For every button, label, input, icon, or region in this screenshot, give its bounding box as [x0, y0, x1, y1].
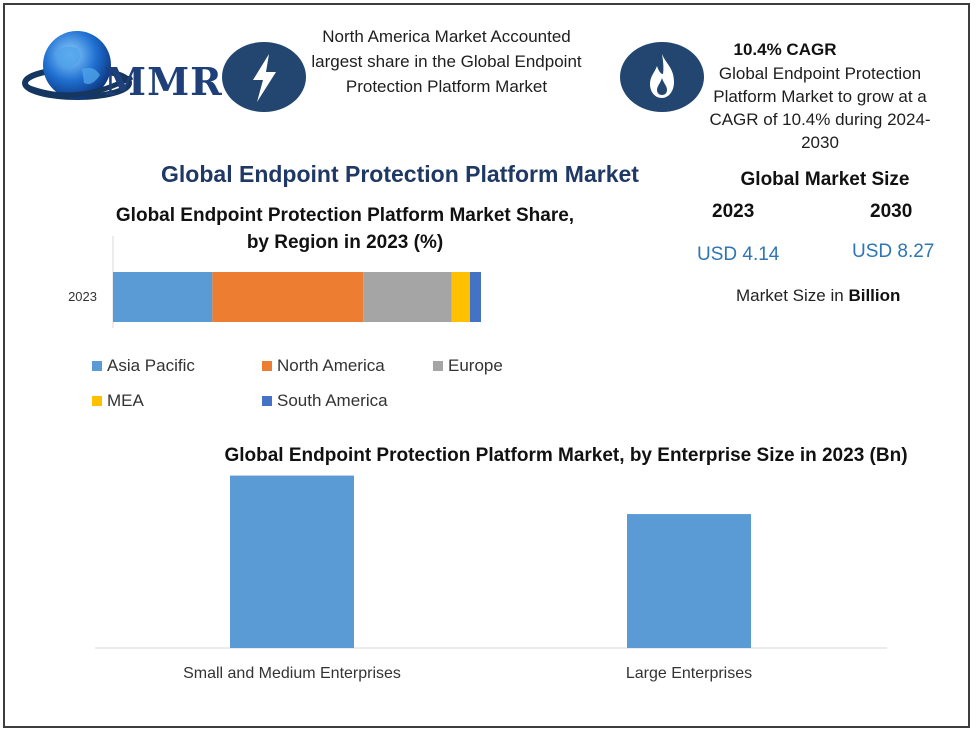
region-bar-asia-pacific	[113, 272, 213, 322]
flame-icon	[650, 54, 674, 98]
enterprise-bar-large-enterprises	[627, 514, 751, 648]
legend-swatch-north-america	[262, 361, 272, 371]
legend-label-mea: MEA	[107, 391, 145, 410]
region-chart-title: Global Endpoint Protection Platform Mark…	[115, 205, 575, 253]
legend-swatch-mea	[92, 396, 102, 406]
legend-label-asia-pacific: Asia Pacific	[107, 356, 195, 375]
cagr-title: 10.4% CAGR	[733, 40, 837, 59]
enterprise-chart-title: Global Endpoint Protection Platform Mark…	[224, 445, 908, 466]
market-size-unit: Market Size in Billion	[736, 286, 900, 306]
main-title: Global Endpoint Protection Platform Mark…	[161, 161, 639, 187]
region-highlight-text: North America Market Accounted largest s…	[311, 27, 582, 96]
mmr-logo: MMR	[22, 25, 222, 125]
market-size-unit-bold: Billion	[848, 286, 901, 305]
globe-icon	[22, 31, 134, 100]
legend-swatch-south-america	[262, 396, 272, 406]
market-size-year-end: 2030	[870, 201, 913, 222]
legend-swatch-asia-pacific	[92, 361, 102, 371]
market-size-value-start: USD 4.14	[697, 244, 780, 265]
market-size-title: Global Market Size	[740, 169, 910, 190]
lightning-icon	[253, 54, 276, 102]
region-bar-north-america	[212, 272, 364, 322]
infographic-frame	[3, 3, 970, 728]
enterprise-label-small-and-medium-enterprises: Small and Medium Enterprises	[183, 665, 401, 682]
cagr-description: Global Endpoint Protection Platform Mark…	[709, 64, 931, 152]
region-category-label: 2023	[68, 289, 97, 304]
region-bar-europe	[363, 272, 452, 322]
enterprise-bar-small-and-medium-enterprises	[230, 475, 354, 648]
flame-badge	[620, 42, 704, 112]
legend-swatch-europe	[433, 361, 443, 371]
lightning-badge	[222, 42, 306, 112]
enterprise-label-large-enterprises: Large Enterprises	[626, 665, 752, 682]
market-size-unit-prefix: Market Size in	[736, 286, 844, 305]
region-bar-mea	[451, 272, 470, 322]
legend-label-south-america: South America	[277, 391, 388, 410]
market-size-value-end: USD 8.27	[852, 241, 935, 262]
market-size-year-start: 2023	[712, 201, 755, 222]
region-bar-south-america	[469, 272, 481, 322]
legend-label-north-america: North America	[277, 356, 385, 375]
logo-text: MMR	[104, 59, 223, 104]
legend-label-europe: Europe	[448, 356, 503, 375]
